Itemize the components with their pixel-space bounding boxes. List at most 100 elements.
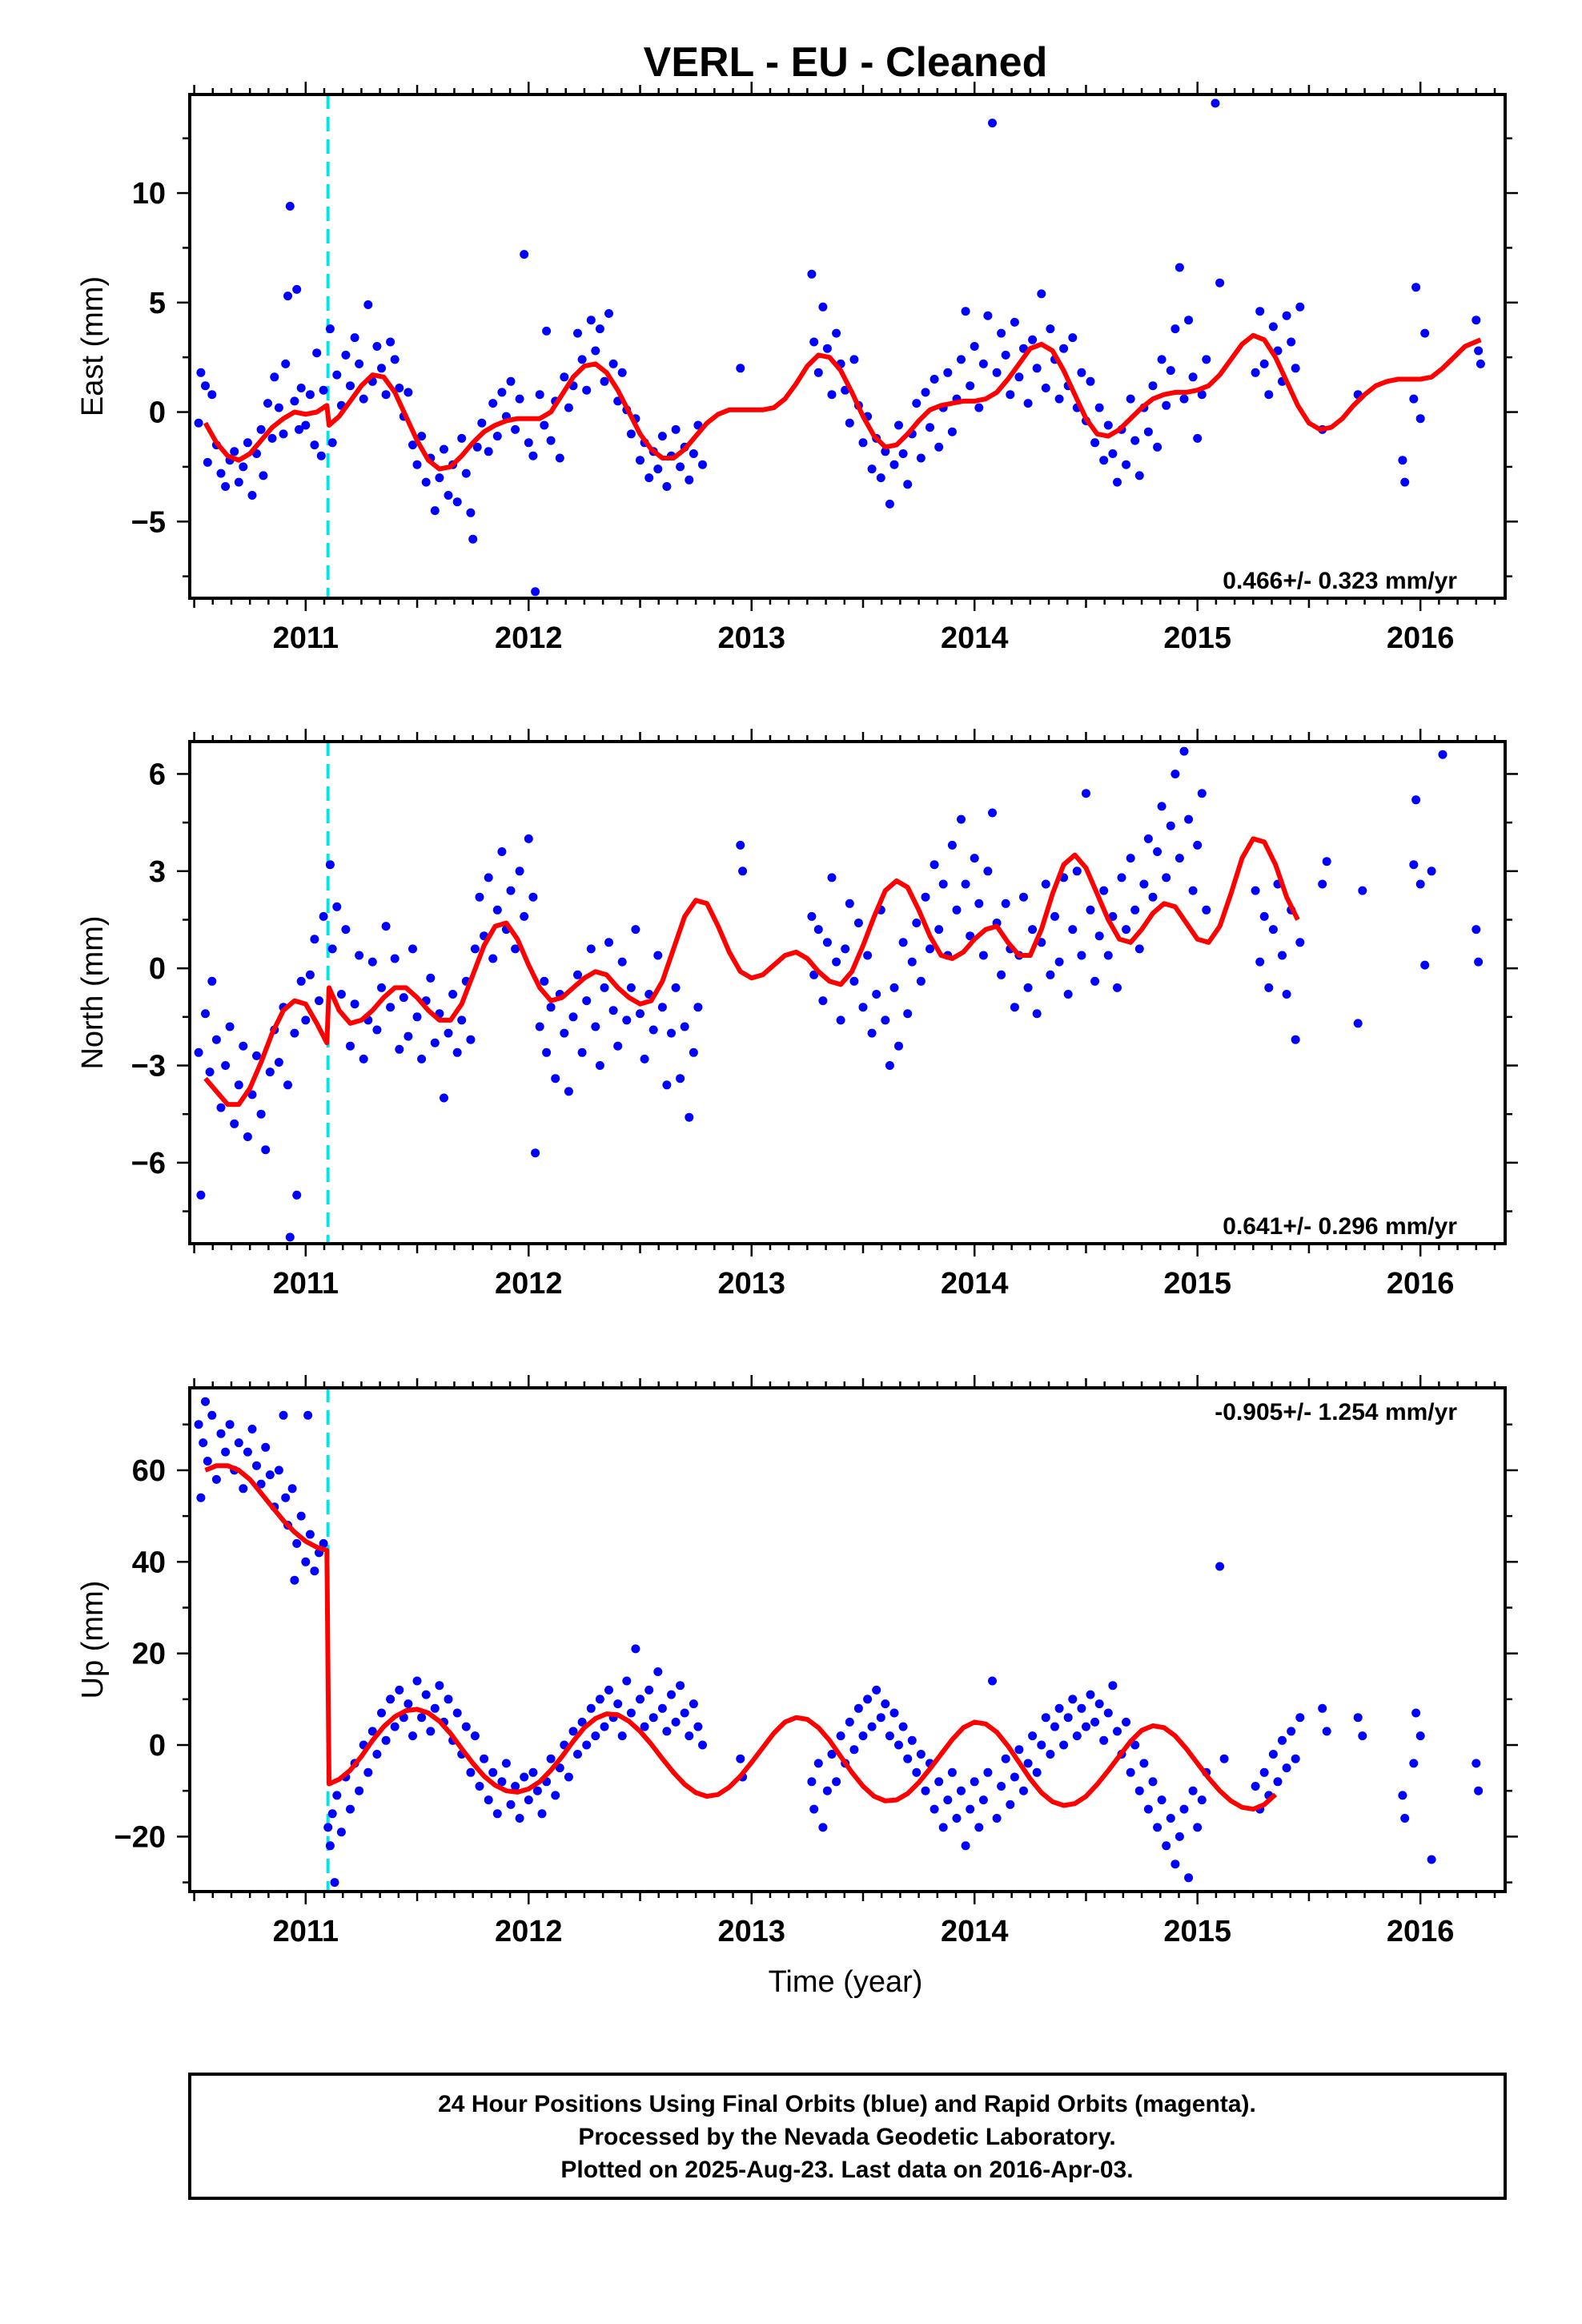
data-point: [435, 473, 444, 483]
data-point: [506, 1799, 516, 1809]
data-point: [196, 368, 206, 377]
data-point: [390, 355, 400, 364]
data-point: [693, 1003, 703, 1012]
data-point: [488, 1767, 498, 1777]
data-point: [296, 976, 306, 986]
data-point: [1188, 372, 1198, 382]
data-point: [1090, 1717, 1100, 1727]
data-point: [390, 1722, 400, 1731]
data-point: [1415, 879, 1425, 889]
data-point: [600, 983, 609, 992]
data-point: [430, 506, 440, 516]
y-tick-label: 20: [132, 1638, 166, 1671]
data-point: [551, 1074, 560, 1084]
data-point: [497, 1777, 507, 1787]
data-point: [475, 1782, 484, 1791]
data-point: [283, 292, 292, 301]
data-point: [1117, 873, 1126, 883]
data-point: [430, 1038, 440, 1047]
data-point: [1197, 390, 1207, 400]
data-point: [617, 368, 627, 377]
data-point: [1082, 1722, 1090, 1731]
data-point: [444, 1695, 453, 1704]
data-point: [997, 970, 1006, 979]
data-point: [325, 860, 335, 870]
data-point: [1010, 317, 1019, 327]
data-point: [546, 1754, 556, 1763]
data-point: [207, 390, 217, 400]
data-point: [822, 344, 832, 353]
data-point: [310, 1566, 319, 1576]
y-tick-label: 60: [132, 1454, 166, 1488]
data-point: [1322, 857, 1331, 866]
data-point: [836, 1731, 845, 1741]
data-point: [221, 1447, 231, 1457]
data-point: [312, 348, 322, 358]
data-point: [1170, 324, 1180, 334]
data-point: [1409, 860, 1419, 870]
data-point: [1122, 460, 1131, 469]
data-point: [957, 814, 966, 824]
data-point: [1197, 1795, 1207, 1805]
data-point: [259, 471, 268, 480]
data-point: [952, 1814, 962, 1823]
data-point: [1295, 938, 1305, 947]
data-point: [323, 1823, 333, 1832]
data-point: [234, 1080, 243, 1090]
data-point: [912, 1767, 921, 1777]
data-point: [921, 892, 930, 902]
data-point: [1130, 436, 1140, 445]
data-point: [412, 1676, 422, 1686]
data-point: [1255, 957, 1265, 967]
data-point: [201, 381, 210, 391]
data-point: [613, 1699, 623, 1709]
data-point: [377, 364, 386, 373]
data-point: [546, 1003, 556, 1012]
data-point: [591, 1022, 600, 1031]
data-point: [452, 497, 462, 507]
data-point: [916, 1750, 926, 1759]
data-point: [863, 951, 873, 960]
data-point: [290, 1575, 299, 1585]
data-point: [622, 1676, 632, 1686]
data-point: [444, 1028, 453, 1038]
x-tick-label: 2014: [941, 1915, 1009, 1948]
data-point: [907, 1735, 917, 1745]
data-point: [809, 337, 819, 347]
data-point: [1054, 957, 1064, 967]
data-point: [1143, 834, 1153, 843]
data-point: [1063, 1713, 1073, 1723]
data-point: [239, 1041, 248, 1051]
points-east: [194, 99, 1485, 597]
data-point: [225, 1022, 235, 1031]
data-point: [1103, 951, 1113, 960]
data-point: [1162, 400, 1171, 410]
data-point: [657, 1703, 667, 1713]
data-point: [350, 333, 359, 343]
data-point: [1268, 925, 1278, 935]
data-point: [966, 1804, 975, 1814]
data-point: [832, 1777, 841, 1787]
data-point: [867, 464, 877, 474]
data-point: [325, 324, 335, 334]
data-point: [934, 1777, 944, 1787]
data-point: [988, 1676, 997, 1686]
data-point: [426, 1727, 436, 1736]
data-point: [285, 202, 295, 211]
data-point: [1068, 333, 1078, 343]
chart-title: VERL - EU - Cleaned: [644, 39, 1048, 86]
data-point: [408, 944, 417, 954]
data-point: [404, 1699, 413, 1709]
data-point: [577, 355, 587, 364]
data-point: [381, 1735, 391, 1745]
data-point: [1322, 1727, 1331, 1736]
points-north: [194, 746, 1484, 1242]
data-point: [520, 911, 529, 921]
data-point: [1139, 1759, 1149, 1768]
data-point: [1193, 840, 1203, 850]
data-point: [201, 1397, 210, 1406]
data-point: [367, 1727, 377, 1736]
data-point: [961, 879, 970, 889]
data-point: [1162, 1841, 1171, 1851]
data-point: [970, 854, 979, 863]
